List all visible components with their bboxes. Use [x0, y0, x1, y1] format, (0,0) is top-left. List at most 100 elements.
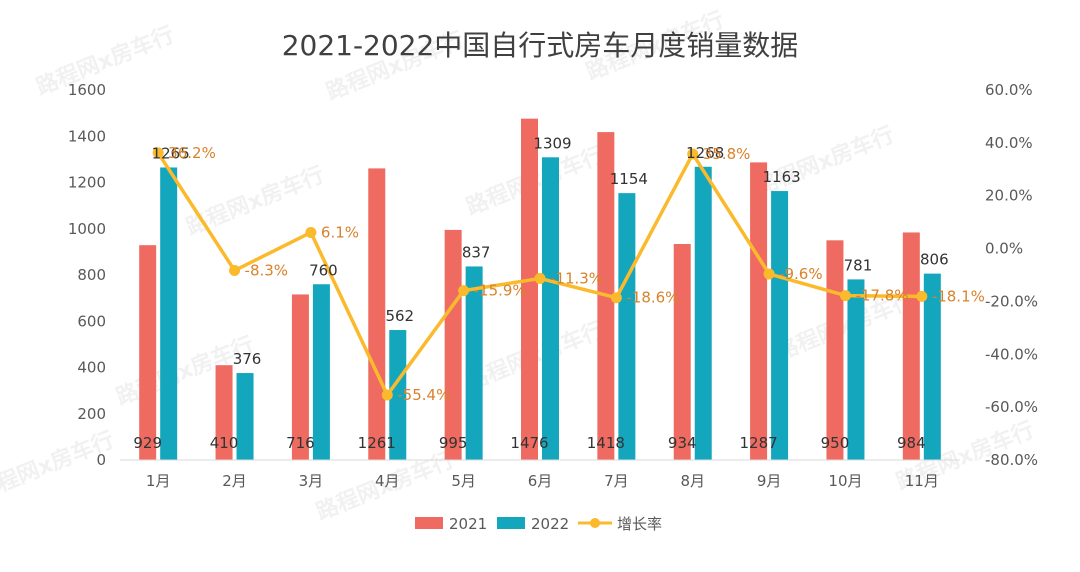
x-tick-label: 5月: [451, 472, 476, 490]
bar-2022: [771, 191, 789, 460]
bar-2021: [521, 118, 538, 461]
right-axis: -80.0% -60.0% -40.0% -20.0% 0.0% 20.0% 40.0% 60…: [985, 81, 1038, 469]
growth-point: [916, 290, 928, 302]
left-tick-label: 1200: [68, 174, 106, 192]
legend-label-2022: 2022: [531, 515, 569, 533]
growth-point: [229, 265, 241, 277]
chart-title: 2021-2022中国自行式房车月度销量数据: [282, 29, 799, 62]
bar-2022-label: 1154: [610, 170, 648, 188]
bar-2022: [694, 166, 712, 460]
growth-label: -15.9%: [474, 282, 527, 300]
x-tick-label: 3月: [299, 472, 324, 490]
right-tick-label: -60.0%: [985, 398, 1038, 416]
legend-label-2021: 2021: [449, 515, 487, 533]
bar-2022-label: 1163: [762, 168, 800, 186]
left-tick-label: 800: [77, 266, 106, 284]
watermark-text: 路程网x房车行: [753, 122, 898, 201]
x-tick-label: 9月: [757, 472, 782, 490]
bar-2021-label: 929: [133, 434, 162, 452]
x-tick-label: 1月: [146, 472, 171, 490]
bar-2022-label: 376: [233, 350, 262, 368]
bar-2021: [750, 162, 768, 460]
bar-2022-label: 1268: [686, 144, 724, 162]
bar-2022: [389, 330, 407, 460]
bar-2022-label: 781: [844, 256, 873, 274]
watermark-text: 路程网x房车行: [183, 162, 328, 241]
bar-2022: [312, 284, 330, 460]
growth-point: [305, 226, 317, 238]
bar-2021-label: 934: [668, 434, 697, 452]
bar-2022-label: 1309: [533, 134, 571, 152]
left-tick-label: 1600: [68, 81, 106, 99]
data-labels: 929 1265 410 376 716 760 1261 562 995 837 1476 1309…: [133, 134, 985, 452]
bar-2022: [465, 266, 483, 460]
right-tick-label: -40.0%: [985, 345, 1038, 363]
growth-point: [687, 148, 699, 160]
right-tick-label: 40.0%: [985, 134, 1033, 152]
bar-2022: [236, 373, 254, 460]
x-tick-label: 2月: [222, 472, 247, 490]
bar-2021: [139, 245, 157, 460]
growth-label: 6.1%: [321, 223, 359, 241]
x-tick-label: 10月: [828, 472, 862, 490]
legend-swatch-2021: [415, 517, 443, 529]
growth-point: [458, 285, 470, 297]
legend-label-growth: 增长率: [617, 515, 662, 533]
legend-swatch-2022: [497, 517, 525, 529]
growth-label: -18.1%: [932, 287, 985, 305]
left-tick-label: 400: [77, 359, 106, 377]
x-tick-label: 4月: [375, 472, 400, 490]
left-tick-label: 200: [77, 405, 106, 423]
growth-point: [152, 147, 164, 159]
right-tick-label: -80.0%: [985, 451, 1038, 469]
x-tick-label: 6月: [528, 472, 553, 490]
growth-point: [610, 292, 622, 304]
left-axis: 0 200 400 600 800 1000 1200 1400 1600: [68, 81, 106, 469]
bar-2022: [847, 279, 865, 460]
bar-2021-label: 1261: [358, 434, 396, 452]
bar-2021: [673, 244, 691, 460]
bar-2021-label: 716: [286, 434, 315, 452]
bar-2022: [923, 273, 941, 460]
growth-label: -18.6%: [626, 289, 679, 307]
bar-2021: [368, 168, 386, 461]
bar-2021-label: 1418: [587, 434, 625, 452]
bar-2021-label: 950: [821, 434, 850, 452]
left-tick-label: 600: [77, 312, 106, 330]
legend-dot-growth: [590, 518, 600, 528]
right-tick-label: 20.0%: [985, 187, 1033, 205]
bar-2022-label: 806: [920, 251, 949, 269]
bar-2021-label: 995: [439, 434, 468, 452]
left-tick-label: 0: [96, 451, 106, 469]
growth-label: -55.4%: [397, 386, 450, 404]
bar-2021: [826, 240, 844, 460]
bar-2022-label: 760: [309, 261, 338, 279]
x-tick-label: 8月: [680, 472, 705, 490]
bar-2022: [618, 193, 636, 460]
growth-point: [381, 389, 393, 401]
bar-2022-label: 562: [385, 307, 414, 325]
x-tick-label: 7月: [604, 472, 629, 490]
x-tick-label: 11月: [905, 472, 939, 490]
growth-line: [152, 147, 928, 401]
growth-label: -17.8%: [855, 287, 908, 305]
growth-label: -8.3%: [245, 262, 289, 280]
left-tick-label: 1000: [68, 220, 106, 238]
growth-point: [839, 290, 851, 302]
bar-2022-label: 837: [462, 243, 491, 261]
growth-label: 36.2%: [168, 144, 216, 162]
watermark-text: 路程网x房车行: [113, 332, 258, 411]
legend: 2021 2022 增长率: [415, 515, 662, 533]
bar-2022: [160, 167, 178, 460]
bar-2021-label: 1476: [510, 434, 548, 452]
bar-2021: [902, 232, 920, 460]
right-tick-label: 0.0%: [985, 240, 1023, 258]
bar-2022: [542, 157, 559, 460]
bar-2021-label: 984: [897, 434, 926, 452]
left-tick-label: 1400: [68, 127, 106, 145]
bar-2022-label: 1265: [152, 144, 190, 162]
growth-label: -11.3%: [550, 269, 603, 287]
growth-point: [534, 272, 546, 284]
bar-2021-label: 410: [210, 434, 239, 452]
